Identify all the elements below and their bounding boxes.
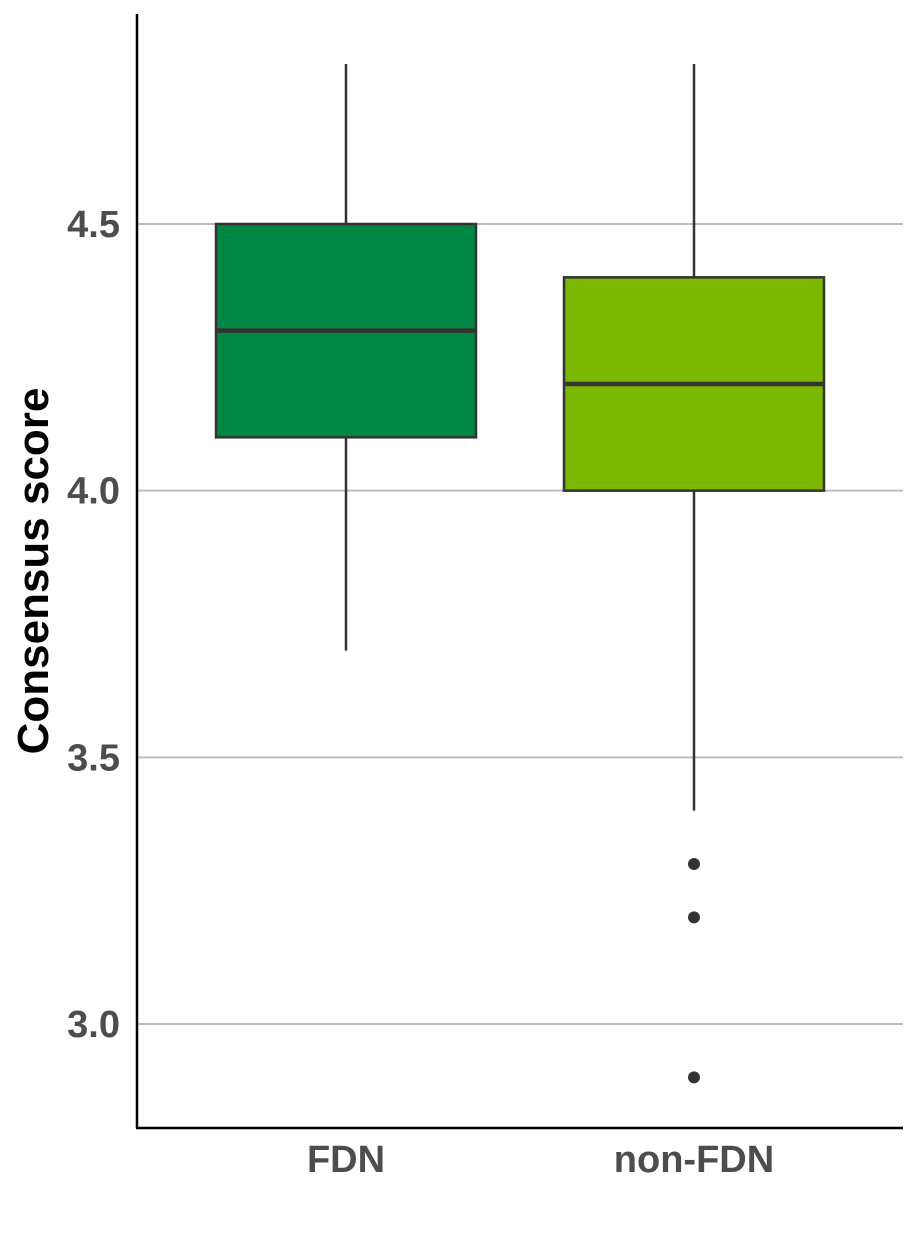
x-tick-label: FDN (307, 1139, 385, 1181)
box-group (562, 64, 826, 1084)
y-tick-label: 4.0 (67, 471, 120, 513)
y-tick-labels: 3.0 3.5 4.0 4.5 (67, 204, 120, 1046)
y-axis-title: Consensus score (9, 388, 58, 755)
x-tick-label: non-FDN (614, 1139, 774, 1181)
box-plots (214, 64, 826, 1084)
box-group (214, 64, 478, 651)
y-tick-label: 4.5 (67, 204, 120, 246)
outlier-point (688, 858, 700, 870)
outlier-point (688, 1071, 700, 1084)
y-tick-label: 3.5 (67, 737, 120, 779)
outlier-point (688, 911, 700, 924)
y-tick-label: 3.0 (67, 1004, 120, 1046)
axes (135, 14, 903, 1130)
x-tick-labels: FDN non-FDN (307, 1139, 774, 1181)
